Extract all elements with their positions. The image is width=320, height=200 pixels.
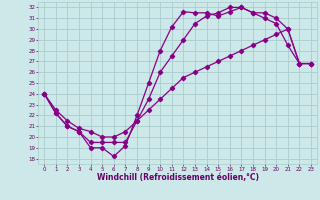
X-axis label: Windchill (Refroidissement éolien,°C): Windchill (Refroidissement éolien,°C) [97, 173, 259, 182]
